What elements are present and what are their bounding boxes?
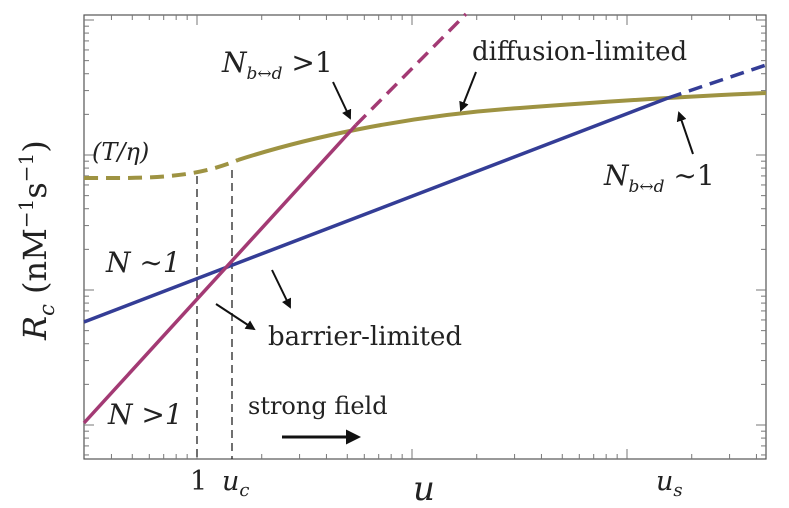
y-label-main: R: [16, 316, 54, 341]
series-diffusion-dashed: [83, 158, 239, 181]
series-n-dashed: [354, 12, 468, 127]
tick-uc-sub: c: [239, 480, 249, 501]
arrow-diffusion: [459, 71, 477, 112]
annotation-n-sim: N ∼1: [105, 246, 181, 279]
annotation-n-gt: N >1: [107, 398, 183, 431]
nbd-gt-main: N: [221, 46, 248, 79]
annotation-diffusion: diffusion-limited: [472, 37, 687, 67]
tick-us-sub: s: [673, 480, 682, 501]
nbd-gt-rel: >1: [283, 46, 333, 79]
annotation-nbd-sim: Nb↔d ∼1: [603, 159, 715, 197]
annotation-strong-field: strong field: [248, 392, 388, 420]
tick-label-1: 1: [190, 466, 207, 497]
series-n-solid: [82, 123, 358, 425]
y-axis-label: Rc (nM−1s−1): [14, 140, 59, 341]
nbd-sim-sub: b↔d: [629, 177, 665, 197]
x-axis-label: u: [413, 469, 435, 508]
y-label-units: (nM: [16, 228, 54, 304]
arrow-barrier-2: [215, 303, 256, 331]
nbd-gt-sub: b↔d: [247, 64, 283, 84]
y-label-close: ): [16, 140, 54, 152]
arrow-nbd-sim: [676, 111, 694, 155]
annotation-t-eta: (T/η): [92, 138, 149, 166]
annotation-barrier: barrier-limited: [268, 322, 462, 352]
y-label-exp2: −1: [14, 153, 38, 182]
tick-label-uc: uc: [222, 466, 249, 501]
plot-frame: [83, 14, 767, 460]
series-barrier-dashed: [667, 63, 767, 100]
nbd-sim-main: N: [603, 159, 630, 192]
series-barrier-solid: [83, 96, 669, 324]
tick-us-main: u: [656, 466, 673, 497]
arrow-nbd-gt: [332, 81, 352, 120]
y-label-s: s: [16, 182, 54, 198]
y-label-exp1: −1: [14, 199, 38, 228]
y-label-sub: c: [35, 304, 59, 316]
series-diffusion-solid: [237, 91, 767, 162]
axis-ticks: [84, 15, 766, 459]
nbd-sim-rel: ∼1: [665, 159, 715, 192]
tick-uc-main: u: [222, 466, 239, 497]
annotation-nbd-gt: Nb↔d >1: [221, 46, 333, 84]
tick-label-us: us: [656, 466, 683, 501]
arrow-barrier-1: [271, 269, 291, 309]
